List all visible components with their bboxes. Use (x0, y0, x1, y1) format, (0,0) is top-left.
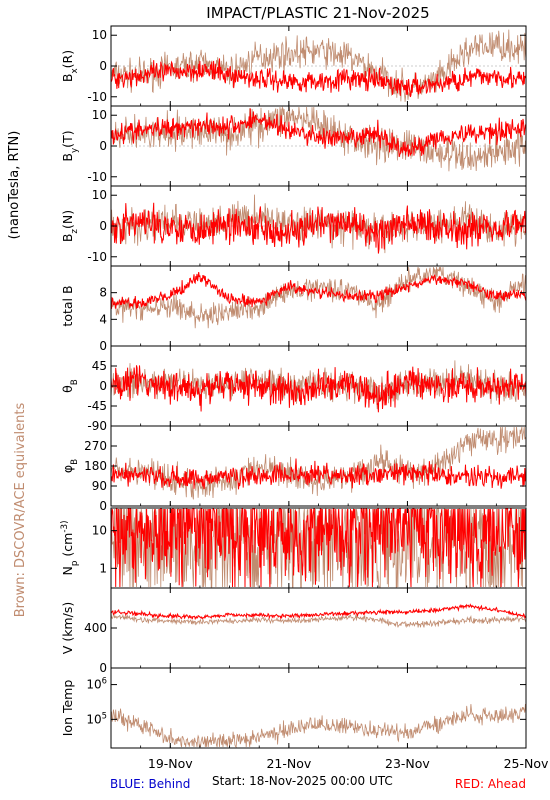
ahead-series-line (110, 58, 527, 98)
y-tick-label: 400 (84, 621, 107, 635)
y-tick-label: 0 (99, 661, 107, 675)
y-tick-label: 270 (84, 439, 107, 453)
y-tick-label: 0 (99, 59, 107, 73)
footer-start: Start: 18-Nov-2025 00:00 UTC (212, 774, 393, 788)
footer-blue: BLUE: Behind (110, 777, 190, 791)
ahead-series-line (110, 202, 527, 254)
ahead-series-line (110, 458, 527, 490)
ahead-series-line (110, 507, 527, 588)
panel-2: 10 0 -10 By(T) (60, 105, 527, 187)
y-tick-label: -90 (87, 419, 107, 433)
ace-series-line (110, 29, 527, 102)
y-tick-label: 45 (92, 359, 107, 373)
panel-6: 0 90 180 270 φB (60, 425, 527, 513)
y-tick-label: 0 (99, 379, 107, 393)
ace-series-line (110, 612, 527, 629)
x-tick-label: 21-Nov (266, 756, 311, 771)
panel-9: 105 106 Ion Temp (60, 667, 527, 749)
y-tick-label: -45 (87, 399, 107, 413)
y-tick-label: 8 (99, 286, 107, 300)
y-axis-label: Bz(N) (60, 210, 80, 242)
y-tick-label: -10 (87, 90, 107, 104)
ahead-series-line (110, 603, 527, 621)
y-tick-label: 0 (99, 219, 107, 233)
ace-series-line (110, 703, 527, 748)
chart-title: IMPACT/PLASTIC 21-Nov-2025 (206, 4, 429, 22)
y-tick-label: 4 (99, 312, 107, 326)
y-tick-label: 1 (99, 561, 107, 575)
y-axis-label: φB (60, 459, 80, 473)
y-tick-label: -10 (87, 170, 107, 184)
units-label: (nanoTesla, RTN) (7, 131, 22, 240)
x-tick-label: 19-Nov (148, 756, 193, 771)
y-axis-label: total B (60, 285, 75, 326)
panel-5: 45 0 -45 -90 θB (60, 345, 527, 433)
y-axis-label: V (km/s) (60, 602, 75, 654)
x-tick-label: 25-Nov (504, 756, 549, 771)
y-axis-label: Ion Temp (60, 680, 75, 737)
panel-1: 10 0 -10 Bx(R) (60, 25, 527, 107)
brown-note-label: Brown: DSCOVR/ACE equivalents (13, 403, 28, 618)
y-tick-label: 180 (84, 459, 107, 473)
y-tick-label: 10 (92, 524, 107, 538)
y-tick-label: 0 (99, 339, 107, 353)
panel-8: 0 400 V (km/s) (60, 587, 527, 675)
panel-frame (110, 587, 527, 669)
y-tick-label: 10 (92, 28, 107, 42)
y-axis-label: Bx(R) (60, 50, 80, 82)
y-tick-label: 0 (99, 499, 107, 513)
ace-series-line (110, 426, 527, 500)
panel-4: 0 4 8 total B (60, 265, 527, 353)
ahead-series-line (110, 271, 527, 310)
y-tick-label: 105 (86, 710, 107, 726)
ahead-series-line (110, 108, 527, 158)
panel-frame (110, 667, 527, 749)
y-tick-label: 90 (92, 479, 107, 493)
y-axis-label: θB (60, 379, 80, 393)
x-axis-ticks: 19-Nov 21-Nov 23-Nov 25-Nov (148, 756, 549, 771)
panels-group: 100-10Bx(R)100-10By(T)100-10Bz(N)048tota… (60, 25, 527, 749)
panel-3: 10 0 -10 Bz(N) (60, 185, 527, 267)
y-axis-label: By(T) (60, 130, 80, 161)
x-tick-label: 23-Nov (385, 756, 430, 771)
y-tick-label: 10 (92, 108, 107, 122)
y-tick-label: 10 (92, 188, 107, 202)
y-axis-label: Np (cm-3) (60, 521, 80, 576)
y-tick-label: 106 (86, 676, 107, 692)
y-tick-label: 0 (99, 139, 107, 153)
ace-series-line (110, 266, 527, 329)
ahead-series-line (110, 365, 527, 413)
footer-red: RED: Ahead (455, 777, 526, 791)
panel-7: 1 10 Np (cm-3) (60, 507, 527, 589)
y-tick-label: -10 (87, 250, 107, 264)
